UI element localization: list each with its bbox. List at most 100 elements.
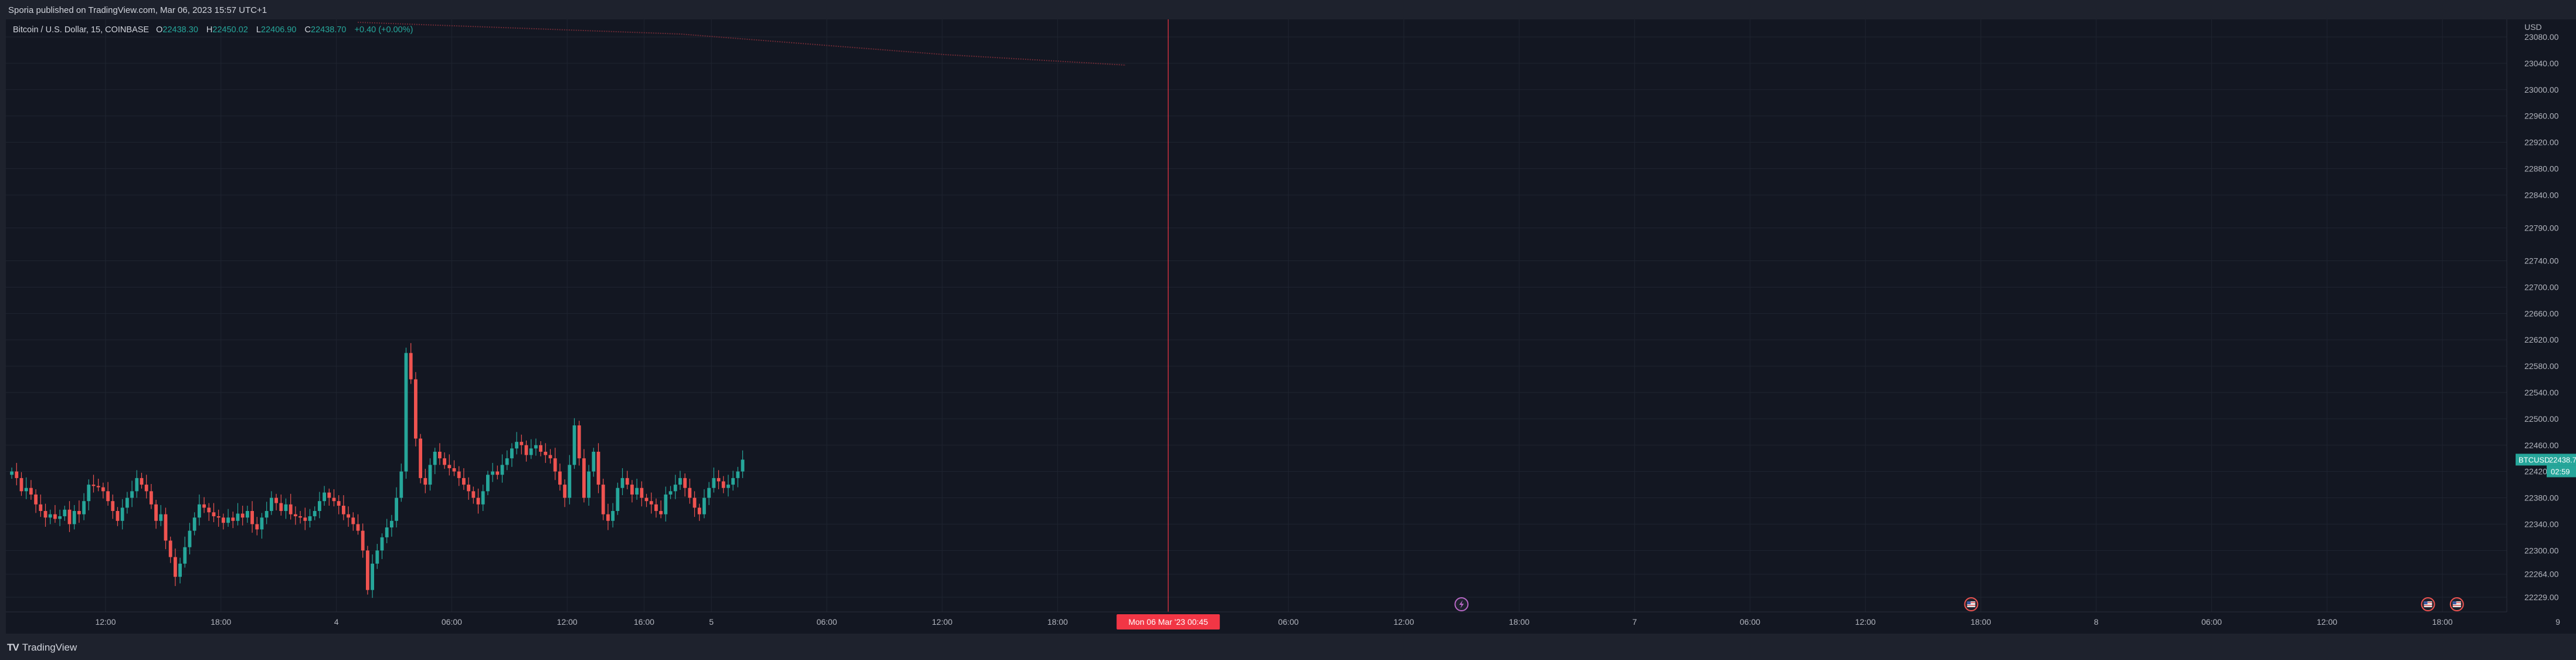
- time-tick-label: 5: [709, 617, 714, 627]
- candle: [342, 495, 345, 520]
- time-tick-label: 12:00: [932, 617, 952, 627]
- legend-high: 22450.02: [212, 25, 248, 35]
- candle: [563, 479, 566, 507]
- candle: [19, 472, 23, 496]
- candle: [423, 469, 427, 493]
- time-tick-label: 12:00: [557, 617, 578, 627]
- candle-body: [274, 497, 278, 503]
- candle-body: [385, 527, 389, 537]
- candle-body: [644, 497, 649, 502]
- candle-body: [486, 475, 490, 492]
- time-tick-label: 12:00: [2317, 617, 2337, 627]
- candle-body: [616, 488, 620, 511]
- candle-body: [164, 514, 168, 541]
- candle: [125, 492, 129, 514]
- candle: [361, 523, 365, 558]
- candle-body: [347, 514, 350, 518]
- lightning-icon-bolt: [1459, 600, 1464, 608]
- candle-body: [491, 471, 494, 475]
- candle-body: [212, 512, 216, 516]
- candle-body: [727, 485, 730, 488]
- us-flag-icon-field: [2424, 601, 2432, 607]
- candle: [428, 458, 432, 491]
- candle-body: [582, 458, 586, 498]
- publisher-text: Sporia published on TradingView.com, Mar…: [8, 5, 267, 15]
- candle: [284, 498, 288, 519]
- candle-body: [125, 497, 129, 508]
- candle: [654, 498, 658, 518]
- price-tick-label: 22264.00: [2524, 570, 2559, 579]
- price-tick-label: 22790.00: [2524, 223, 2559, 232]
- candle: [337, 495, 341, 515]
- candle-body: [577, 425, 581, 459]
- candle: [178, 557, 182, 584]
- candle: [471, 486, 476, 504]
- candle: [529, 439, 533, 459]
- candle: [318, 492, 321, 519]
- tradingview-logo[interactable]: TV TradingView: [7, 642, 77, 653]
- time-tick-label: 18:00: [1509, 617, 1529, 627]
- candle: [457, 466, 461, 486]
- lightning-icon[interactable]: [1454, 597, 1469, 611]
- candle: [596, 443, 600, 493]
- candle: [289, 493, 293, 520]
- candle-body: [120, 507, 124, 521]
- candle: [101, 482, 105, 499]
- us-flag-icon-canton: [2424, 601, 2428, 604]
- candle: [707, 482, 711, 505]
- candle-body: [539, 445, 542, 452]
- candle-body: [601, 485, 605, 515]
- candle: [39, 494, 43, 517]
- candle-body: [29, 488, 33, 495]
- candle: [539, 441, 542, 456]
- price-tick-label: 22740.00: [2524, 256, 2559, 266]
- candle: [659, 500, 663, 519]
- candle: [255, 517, 259, 536]
- candle-body: [399, 471, 403, 498]
- price-tick-label: 22880.00: [2524, 164, 2559, 173]
- candle: [736, 466, 740, 488]
- candle: [294, 506, 297, 525]
- chart-legend: Bitcoin / U.S. Dollar, 15, COINBASE O224…: [13, 25, 413, 35]
- candle-body: [332, 497, 336, 502]
- candle-body: [548, 455, 552, 459]
- candle: [712, 467, 716, 493]
- candle-body: [101, 487, 105, 492]
- candle-body: [34, 494, 38, 505]
- candle-body: [414, 379, 418, 439]
- candle: [87, 479, 91, 510]
- candle-body: [298, 516, 302, 518]
- candle: [697, 503, 701, 521]
- candle-body: [640, 488, 644, 498]
- candle-body: [356, 524, 360, 531]
- candle: [399, 463, 403, 502]
- us-flag-icon[interactable]: [1964, 597, 1978, 611]
- price-tick-label: 22460.00: [2524, 441, 2559, 450]
- chart-area[interactable]: USD 23080.00 23040.00 23000.00 22960.00 22920…: [6, 19, 2576, 634]
- candle: [168, 536, 172, 563]
- candle-body: [313, 510, 317, 516]
- candle-body: [82, 501, 86, 515]
- candle: [635, 479, 639, 500]
- candle-body: [553, 458, 557, 472]
- candle: [347, 506, 350, 527]
- candle: [264, 502, 269, 524]
- us-flag-icon[interactable]: [2449, 597, 2464, 611]
- candle-body: [96, 486, 100, 488]
- candle: [154, 499, 158, 529]
- candle-body: [736, 471, 740, 478]
- last-price-value: 22438.70: [2549, 455, 2576, 464]
- candle: [140, 472, 144, 489]
- price-tick-label: 23080.00: [2524, 32, 2559, 42]
- candle: [668, 486, 673, 499]
- candle: [222, 513, 225, 530]
- candle: [260, 513, 264, 539]
- price-tick-label: 22840.00: [2524, 190, 2559, 199]
- us-flag-icon[interactable]: [2421, 597, 2435, 611]
- time-tick-label: 16:00: [634, 617, 654, 627]
- moving-average-line: [357, 22, 1126, 66]
- price-tick-label: 22340.00: [2524, 519, 2559, 529]
- candle-body: [323, 492, 326, 502]
- candle: [130, 480, 134, 507]
